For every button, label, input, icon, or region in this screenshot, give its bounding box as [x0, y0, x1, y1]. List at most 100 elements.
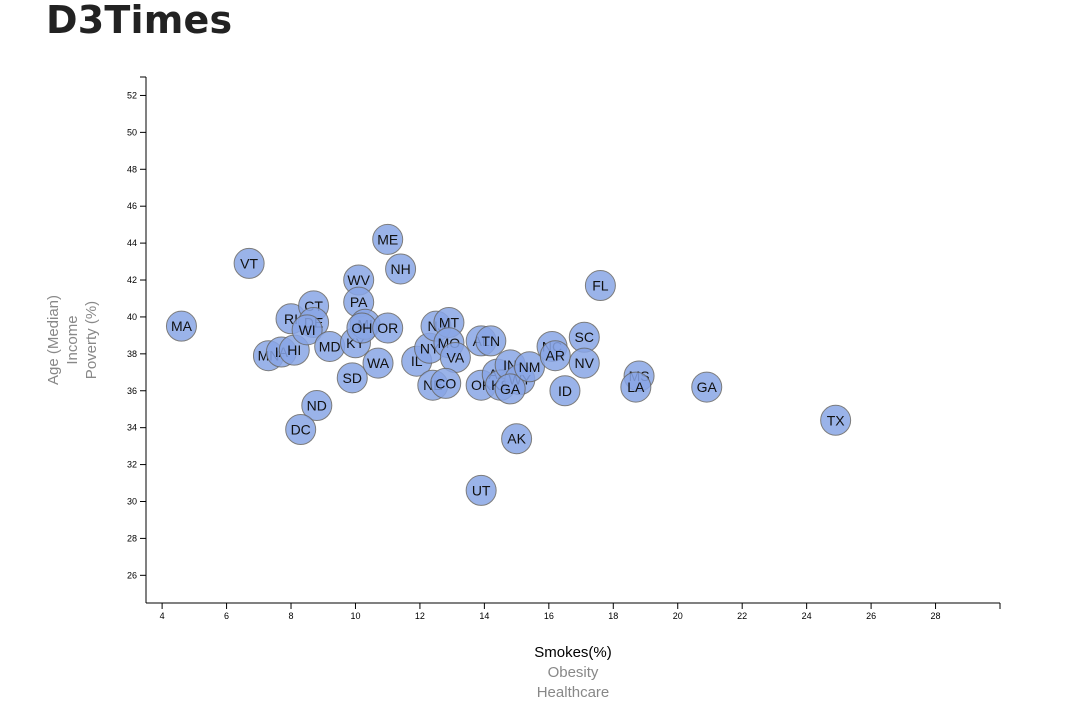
state-point[interactable]: LA: [620, 371, 652, 403]
y-axis-option[interactable]: Poverty (%): [83, 301, 100, 379]
state-point[interactable]: NV: [568, 347, 600, 379]
state-abbr-label: TX: [827, 412, 846, 428]
state-abbr-label: MA: [171, 318, 193, 334]
state-abbr-label: SD: [343, 370, 362, 386]
state-abbr-label: TN: [481, 333, 500, 349]
y-tick-label: 44: [127, 238, 137, 248]
state-point[interactable]: DC: [285, 414, 317, 446]
state-abbr-label: AR: [546, 348, 565, 364]
state-abbr-label: OH: [351, 320, 372, 336]
y-axis-option[interactable]: Income: [64, 315, 81, 364]
state-abbr-label: ND: [307, 398, 327, 414]
state-circle[interactable]: [430, 367, 462, 399]
state-circle[interactable]: [820, 404, 852, 436]
state-point[interactable]: UT: [465, 474, 497, 506]
x-axis-option[interactable]: Healthcare: [537, 684, 610, 701]
state-point[interactable]: NH: [385, 253, 417, 285]
x-axis-option[interactable]: Smokes(%): [534, 644, 612, 661]
state-circle[interactable]: [385, 253, 417, 285]
y-axis-ticks: 26 28 30 32 34 36 38 40 42 44 46 48 50 52: [127, 76, 146, 580]
state-point[interactable]: GA: [494, 373, 526, 405]
state-point[interactable]: ME: [372, 223, 404, 255]
state-circle[interactable]: [620, 371, 652, 403]
y-tick-label: 48: [127, 164, 137, 174]
state-point[interactable]: OH: [346, 312, 378, 344]
state-circle[interactable]: [362, 347, 394, 379]
x-tick-label: 12: [415, 611, 425, 621]
x-tick-label: 10: [350, 611, 360, 621]
x-axis-option[interactable]: Obesity: [548, 664, 599, 681]
state-circle[interactable]: [372, 312, 404, 344]
state-abbr-label: ID: [558, 383, 572, 399]
y-axis-option[interactable]: Age (Median): [45, 295, 62, 385]
state-abbr-label: WI: [299, 322, 316, 338]
state-abbr-label: CO: [435, 375, 456, 391]
state-circle[interactable]: [494, 373, 526, 405]
state-point[interactable]: ID: [549, 375, 581, 407]
state-abbr-label: MD: [319, 338, 341, 354]
state-abbr-label: PA: [350, 294, 368, 310]
state-point[interactable]: OR: [372, 312, 404, 344]
state-circle[interactable]: [301, 390, 333, 422]
state-point[interactable]: CO: [430, 367, 462, 399]
y-tick-label: 28: [127, 533, 137, 543]
state-circle[interactable]: [291, 314, 323, 346]
y-tick-label: 32: [127, 460, 137, 470]
state-abbr-label: UT: [472, 482, 491, 498]
x-tick-label: 20: [673, 611, 683, 621]
state-abbr-label: ME: [377, 231, 398, 247]
state-circle[interactable]: [691, 371, 723, 403]
state-circle[interactable]: [336, 362, 368, 394]
state-point[interactable]: AK: [501, 423, 533, 455]
state-abbr-label: VA: [447, 350, 465, 366]
state-point[interactable]: VA: [439, 342, 471, 374]
state-abbr-label: OR: [377, 320, 398, 336]
y-tick-label: 26: [127, 570, 137, 580]
state-abbr-label: DC: [291, 422, 311, 438]
state-abbr-label: WV: [347, 272, 370, 288]
state-circle[interactable]: [372, 223, 404, 255]
y-tick-label: 46: [127, 201, 137, 211]
state-circle[interactable]: [549, 375, 581, 407]
state-point[interactable]: NM: [513, 351, 545, 383]
state-abbr-label: GA: [697, 379, 718, 395]
state-abbr-label: NH: [390, 261, 410, 277]
state-circle[interactable]: [233, 247, 265, 279]
state-abbr-label: MT: [439, 314, 460, 330]
state-circle[interactable]: [465, 474, 497, 506]
state-circle[interactable]: [165, 310, 197, 342]
state-point[interactable]: SC: [568, 321, 600, 353]
state-circle[interactable]: [285, 414, 317, 446]
state-point[interactable]: MA: [165, 310, 197, 342]
state-circle[interactable]: [568, 347, 600, 379]
x-tick-label: 16: [544, 611, 554, 621]
state-point[interactable]: ND: [301, 390, 333, 422]
state-circle[interactable]: [584, 270, 616, 302]
state-point[interactable]: WV: [343, 264, 375, 296]
state-abbr-label: NM: [519, 359, 541, 375]
y-tick-label: 34: [127, 423, 137, 433]
state-point[interactable]: AR: [539, 340, 571, 372]
state-point[interactable]: TN: [475, 325, 507, 357]
x-tick-label: 6: [224, 611, 229, 621]
state-abbr-label: IL: [411, 353, 423, 369]
state-point[interactable]: GA: [691, 371, 723, 403]
x-tick-label: 24: [802, 611, 812, 621]
state-circle[interactable]: [475, 325, 507, 357]
state-point[interactable]: FL: [584, 270, 616, 302]
state-point[interactable]: TX: [820, 404, 852, 436]
state-abbr-label: FL: [592, 278, 609, 294]
state-point[interactable]: SD: [336, 362, 368, 394]
x-tick-label: 26: [866, 611, 876, 621]
x-axis-ticks: 4 6 8 10 12 14 16 18 20 22 24 26 28: [160, 603, 1001, 621]
x-axis-options: Smokes(%) Obesity Healthcare: [534, 644, 612, 701]
state-circle[interactable]: [539, 340, 571, 372]
state-circle[interactable]: [501, 423, 533, 455]
x-tick-label: 22: [737, 611, 747, 621]
x-tick-label: 14: [479, 611, 489, 621]
state-point[interactable]: WA: [362, 347, 394, 379]
state-point[interactable]: VT: [233, 247, 265, 279]
state-point[interactable]: WI: [291, 314, 323, 346]
state-point[interactable]: MD: [314, 330, 346, 362]
